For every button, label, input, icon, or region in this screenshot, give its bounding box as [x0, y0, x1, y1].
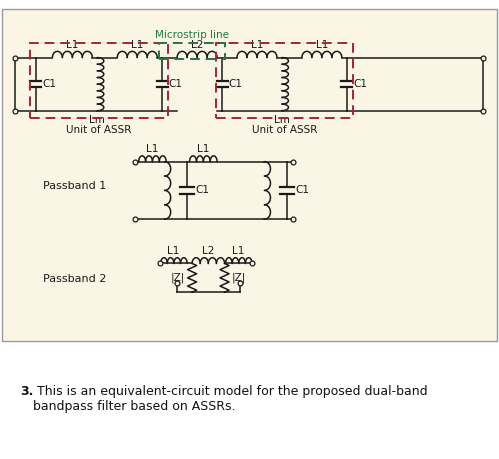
FancyBboxPatch shape [2, 9, 497, 341]
Text: C1: C1 [295, 185, 309, 196]
Text: 3.: 3. [20, 385, 33, 398]
Text: L1: L1 [167, 246, 179, 256]
Text: Passband 1: Passband 1 [43, 181, 106, 191]
Text: Lm: Lm [274, 115, 290, 125]
Text: L1: L1 [197, 144, 210, 154]
Text: L1: L1 [131, 40, 143, 50]
Text: L1: L1 [316, 40, 328, 50]
Text: L1: L1 [232, 246, 244, 256]
Text: Lm: Lm [89, 115, 105, 125]
Text: C1: C1 [229, 79, 243, 89]
Text: |Z|: |Z| [232, 273, 247, 283]
Bar [216, 44, 353, 118]
Text: L1: L1 [146, 144, 159, 154]
Text: Unit of ASSR: Unit of ASSR [66, 125, 132, 135]
Text: C1: C1 [169, 79, 183, 89]
Text: L2: L2 [191, 40, 203, 50]
Text: L1: L1 [66, 40, 78, 50]
Bar [30, 44, 168, 118]
Text: Microstrip line: Microstrip line [155, 30, 229, 40]
Text: |Z|: |Z| [170, 273, 185, 283]
Text: Unit of ASSR: Unit of ASSR [251, 125, 317, 135]
Text: C1: C1 [195, 185, 209, 196]
Text: This is an equivalent-circuit model for the proposed dual-band
bandpass filter b: This is an equivalent-circuit model for … [33, 385, 428, 413]
Text: L1: L1 [251, 40, 263, 50]
Bar [159, 43, 225, 59]
Text: C1: C1 [353, 79, 367, 89]
Text: Passband 2: Passband 2 [43, 274, 107, 284]
Text: L2: L2 [202, 246, 215, 256]
Text: C1: C1 [42, 79, 56, 89]
